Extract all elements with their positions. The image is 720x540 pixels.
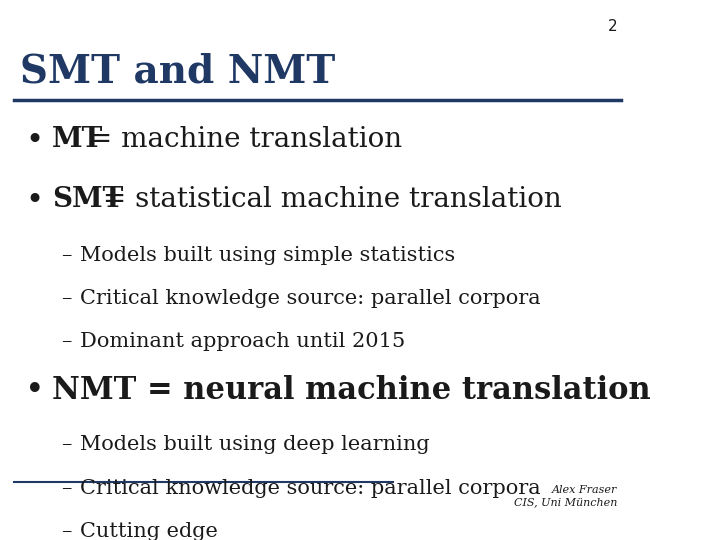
Text: Alex Fraser
CIS, Uni München: Alex Fraser CIS, Uni München xyxy=(514,485,618,507)
Text: –: – xyxy=(61,435,72,455)
Text: MT: MT xyxy=(52,126,103,153)
Text: •: • xyxy=(25,186,43,217)
Text: SMT and NMT: SMT and NMT xyxy=(20,52,336,90)
Text: –: – xyxy=(61,289,72,308)
Text: Dominant approach until 2015: Dominant approach until 2015 xyxy=(81,332,405,351)
Text: –: – xyxy=(61,246,72,265)
Text: –: – xyxy=(61,522,72,540)
Text: –: – xyxy=(61,332,72,351)
Text: •: • xyxy=(25,126,43,157)
Text: 2: 2 xyxy=(608,19,618,34)
Text: •: • xyxy=(25,375,45,408)
Text: = statistical machine translation: = statistical machine translation xyxy=(94,186,562,213)
Text: Models built using simple statistics: Models built using simple statistics xyxy=(81,246,456,265)
Text: NMT = neural machine translation: NMT = neural machine translation xyxy=(52,375,651,407)
Text: Critical knowledge source: parallel corpora: Critical knowledge source: parallel corp… xyxy=(81,478,541,498)
Text: = machine translation: = machine translation xyxy=(80,126,402,153)
Text: –: – xyxy=(61,478,72,498)
Text: Cutting edge: Cutting edge xyxy=(81,522,218,540)
Text: SMT: SMT xyxy=(52,186,123,213)
Text: Critical knowledge source: parallel corpora: Critical knowledge source: parallel corp… xyxy=(81,289,541,308)
Text: Models built using deep learning: Models built using deep learning xyxy=(81,435,430,455)
